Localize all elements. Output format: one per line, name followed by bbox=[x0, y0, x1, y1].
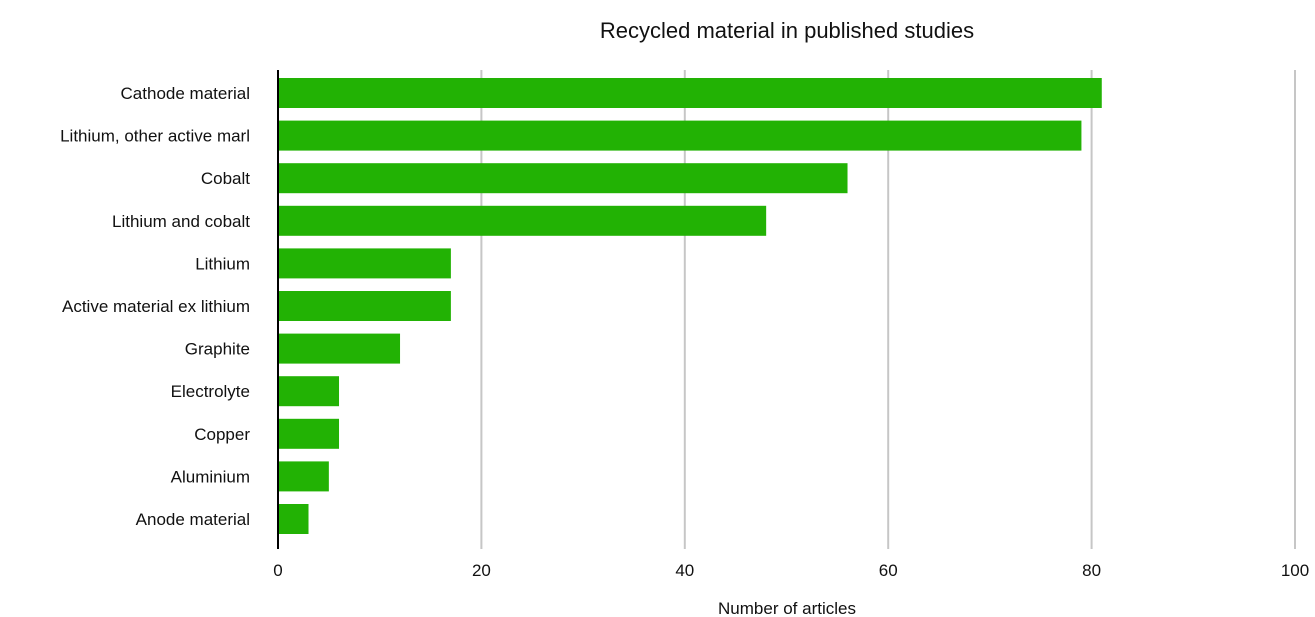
category-label: Active material ex lithium bbox=[62, 297, 250, 316]
bars bbox=[278, 78, 1102, 534]
chart-title: Recycled material in published studies bbox=[600, 18, 974, 43]
category-label: Cobalt bbox=[201, 169, 250, 188]
category-labels: Cathode material Lithium, other active ma… bbox=[60, 84, 250, 529]
x-tick-label: 60 bbox=[879, 561, 898, 580]
category-label: Graphite bbox=[185, 340, 250, 359]
x-tick-label: 0 bbox=[273, 561, 282, 580]
x-tick-label: 20 bbox=[472, 561, 491, 580]
x-tick-label: 40 bbox=[675, 561, 694, 580]
bar bbox=[278, 205, 767, 236]
bar bbox=[278, 461, 329, 492]
category-label: Anode material bbox=[136, 510, 250, 529]
bar bbox=[278, 291, 451, 321]
category-label: Aluminium bbox=[171, 467, 250, 486]
bar bbox=[278, 333, 401, 364]
bar bbox=[278, 376, 340, 407]
category-label: Electrolyte bbox=[171, 382, 250, 401]
category-label: Lithium, other active marl bbox=[60, 127, 250, 146]
x-axis-label: Number of articles bbox=[718, 599, 856, 617]
bar bbox=[278, 78, 1102, 108]
category-label: Lithium bbox=[195, 254, 250, 273]
x-tick-label: 80 bbox=[1082, 561, 1101, 580]
bar bbox=[278, 163, 848, 194]
bar bbox=[278, 504, 309, 534]
x-tick-labels: 0 20 40 60 80 100 bbox=[273, 561, 1309, 580]
bar bbox=[278, 418, 340, 449]
category-label: Copper bbox=[194, 425, 250, 444]
x-tick-label: 100 bbox=[1281, 561, 1309, 580]
category-label: Cathode material bbox=[121, 84, 250, 103]
category-label: Lithium and cobalt bbox=[112, 212, 250, 231]
bar bbox=[278, 248, 451, 279]
bar bbox=[278, 120, 1082, 151]
